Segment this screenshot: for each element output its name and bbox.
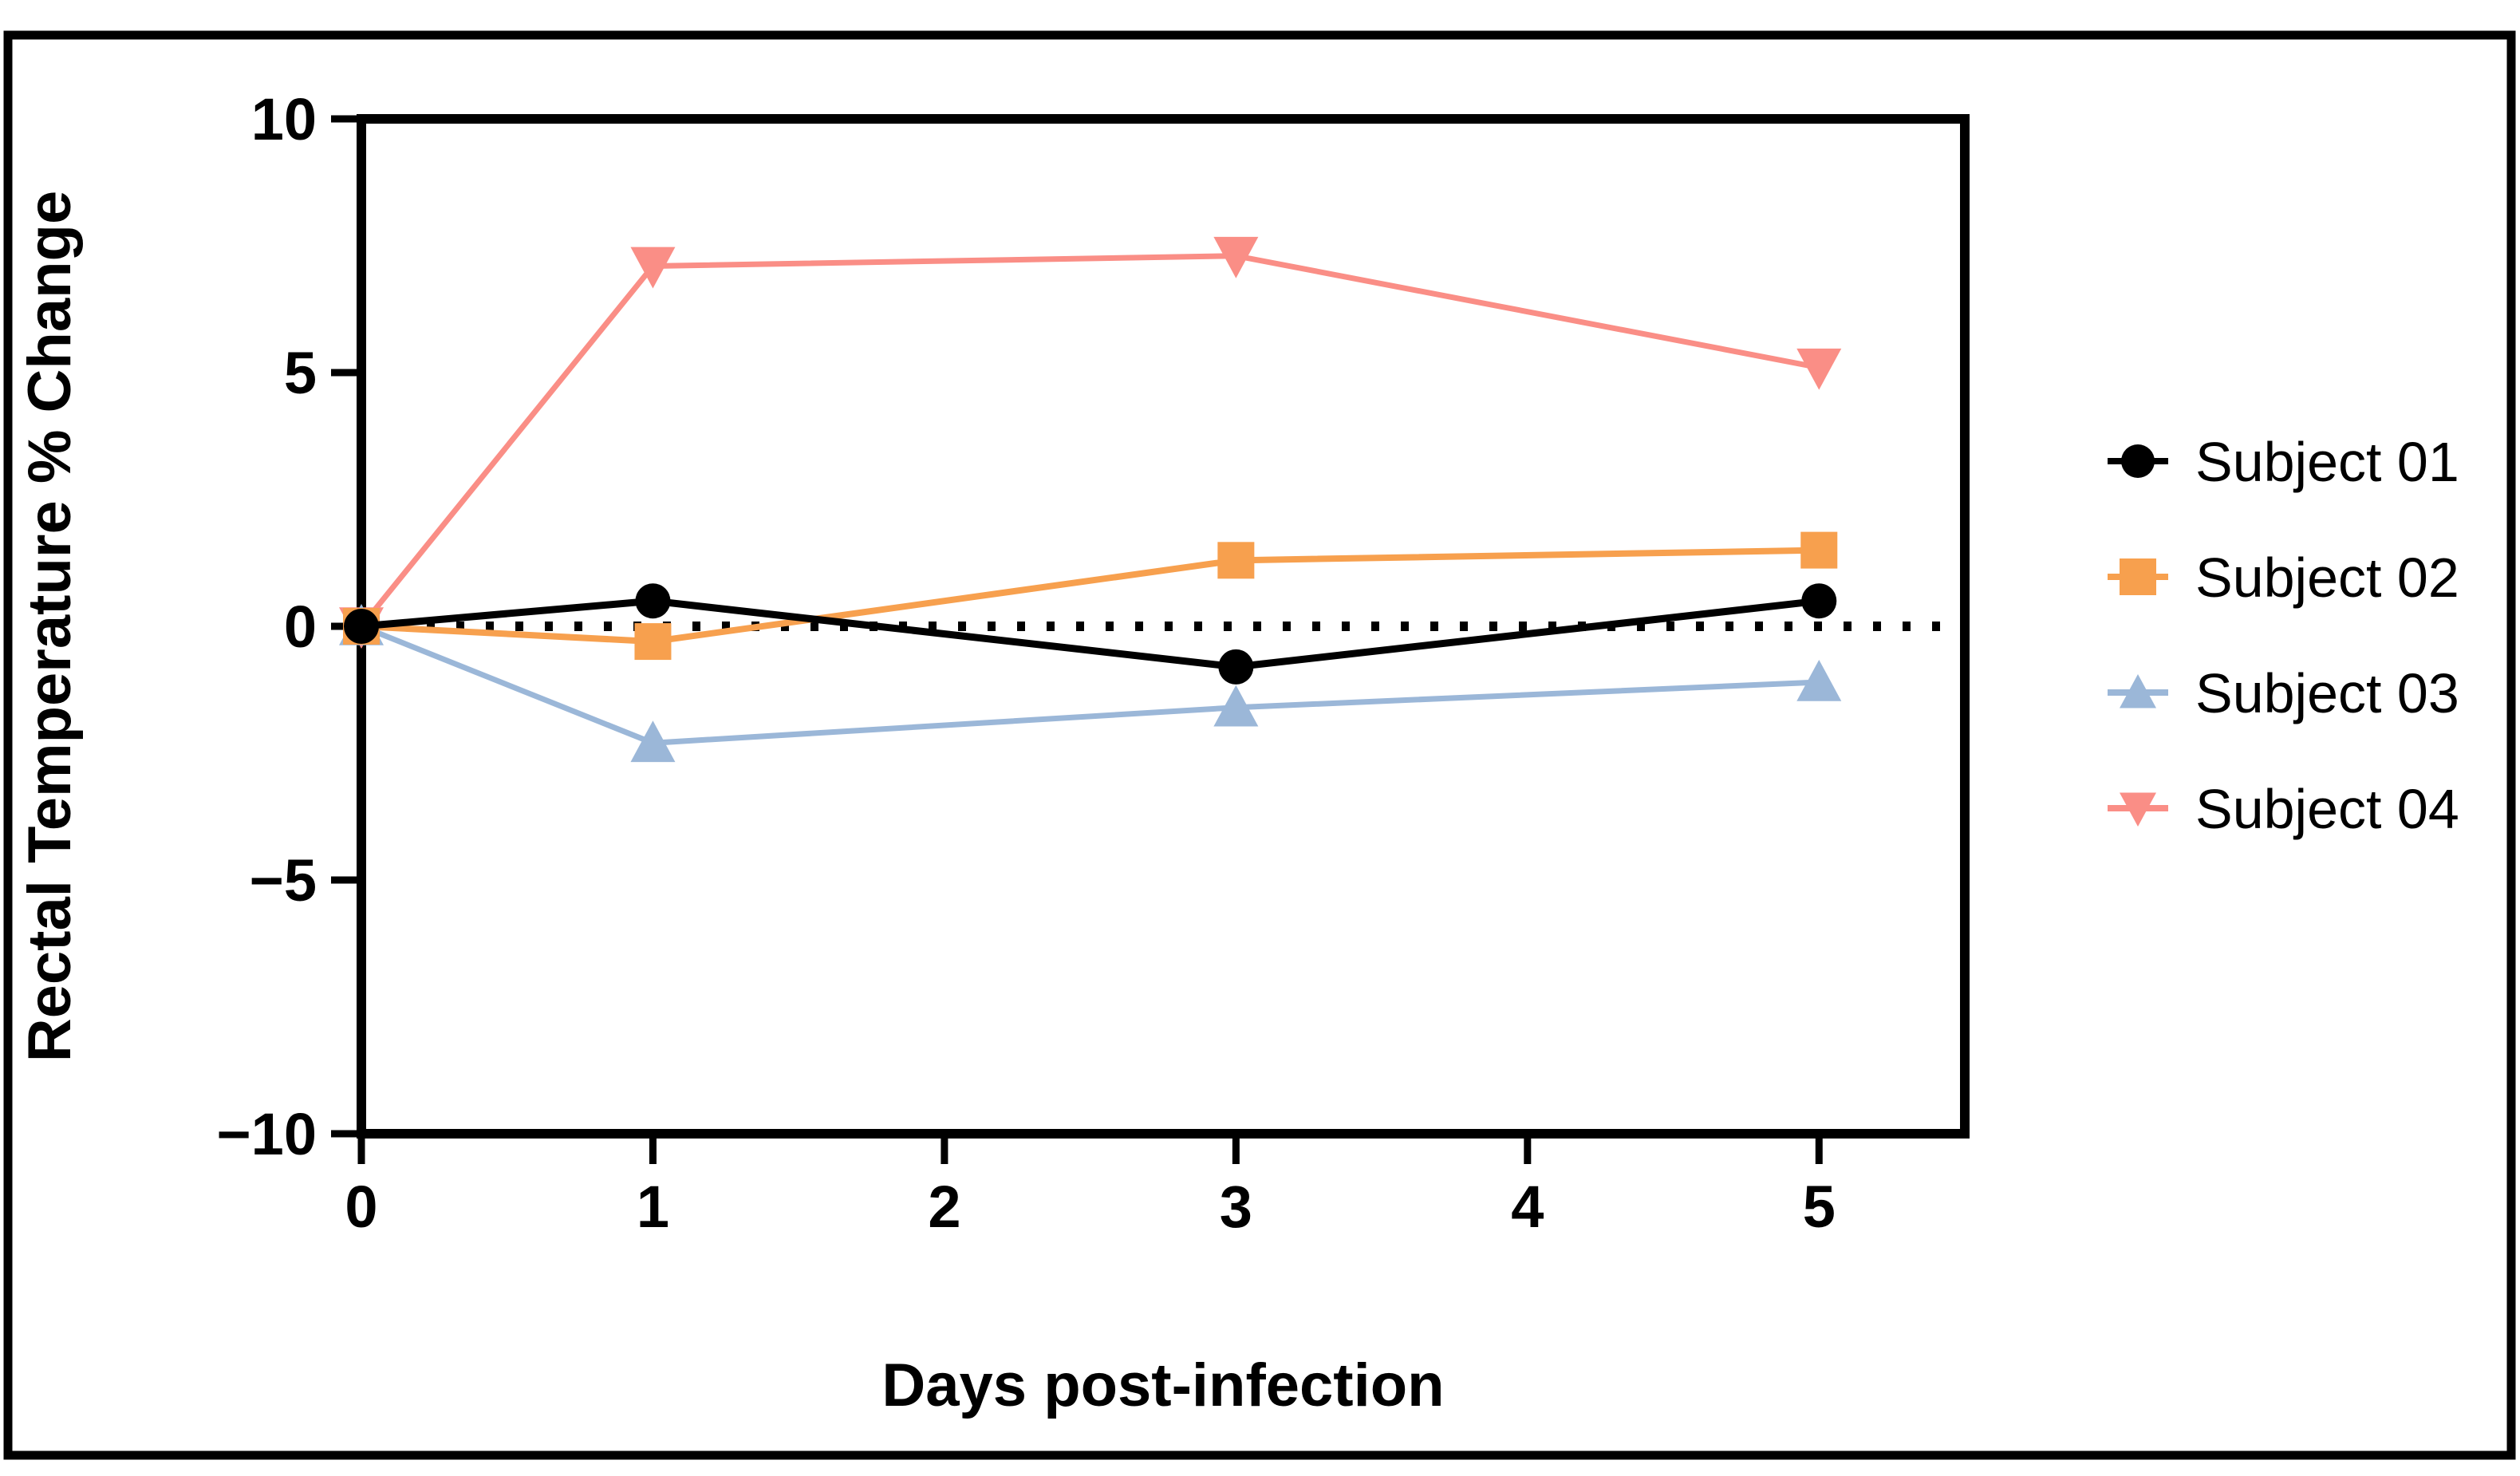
series-line (361, 547, 1820, 645)
triangle-down-marker-icon (1796, 348, 1842, 390)
plot-frame (357, 114, 1970, 1139)
x-tick-label: 1 (637, 1174, 669, 1240)
y-tick-label: 0 (284, 594, 317, 660)
square-marker-icon (1800, 531, 1838, 569)
legend-label: Subject 03 (2195, 662, 2459, 724)
series-subject-04 (339, 236, 1842, 649)
y-tick-label: −5 (250, 847, 317, 914)
x-tick-label: 5 (1803, 1174, 1836, 1240)
legend-label: Subject 04 (2195, 778, 2459, 840)
series-subject-03 (339, 604, 1842, 763)
x-axis: 0 1 2 3 4 5 (345, 1134, 1836, 1240)
series-line (359, 253, 1820, 629)
square-marker-icon (2120, 558, 2156, 595)
circle-marker-icon (635, 583, 671, 619)
square-marker-icon (1217, 542, 1255, 579)
circle-marker-icon (1801, 583, 1837, 619)
legend: Subject 01 Subject 02 Subject 03 Subject 04 (2108, 431, 2459, 840)
triangle-down-marker-icon (630, 247, 676, 289)
legend-item: Subject 04 (2108, 778, 2459, 840)
legend-item: Subject 02 (2108, 547, 2459, 609)
triangle-up-marker-icon (1796, 659, 1842, 701)
triangle-up-marker-icon (1213, 685, 1259, 727)
y-tick-label: −10 (216, 1101, 317, 1167)
series-subject-01 (344, 583, 1837, 685)
y-axis: 10 5 0 −5 −10 (216, 86, 361, 1167)
series-line (361, 597, 1820, 671)
circle-marker-icon (2121, 444, 2155, 478)
triangle-up-marker-icon (630, 720, 676, 763)
legend-item: Subject 03 (2108, 662, 2459, 724)
x-tick-label: 3 (1220, 1174, 1252, 1240)
series-subject-02 (343, 531, 1838, 661)
circle-marker-icon (1218, 649, 1254, 685)
y-tick-label: 5 (284, 340, 317, 406)
triangle-up-marker-icon (2120, 674, 2156, 708)
square-marker-icon (634, 623, 672, 661)
triangle-down-marker-icon (1213, 236, 1259, 278)
triangle-down-marker-icon (2120, 792, 2156, 827)
x-tick-label: 4 (1511, 1174, 1544, 1240)
legend-item: Subject 01 (2108, 431, 2459, 493)
y-tick-label: 10 (251, 86, 317, 152)
legend-label: Subject 02 (2195, 547, 2459, 609)
y-axis-title: Rectal Temperature % Change (16, 191, 84, 1062)
x-axis-title: Days post-infection (881, 1352, 1444, 1419)
figure-border (3, 30, 2516, 1460)
x-tick-label: 2 (928, 1174, 960, 1240)
circle-marker-icon (344, 609, 379, 644)
legend-label: Subject 01 (2195, 431, 2459, 493)
x-tick-label: 0 (345, 1174, 377, 1240)
series-line (360, 623, 1820, 746)
